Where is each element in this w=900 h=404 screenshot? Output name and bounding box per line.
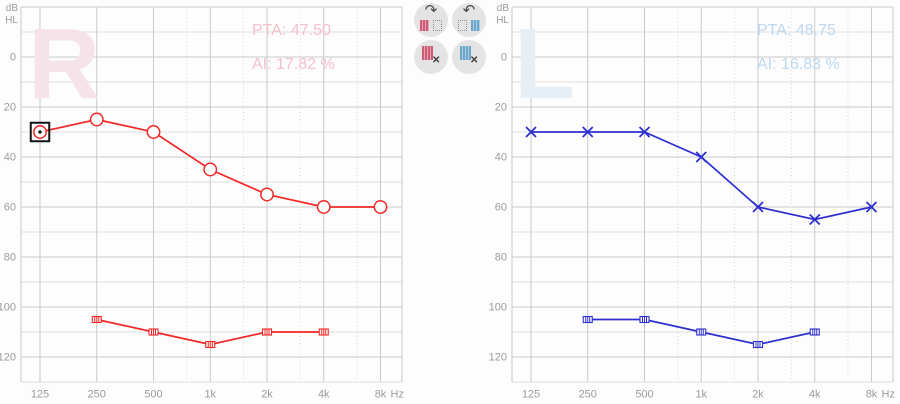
y-tick-label: 120 (489, 352, 507, 364)
data-point-1k-ucl-left[interactable] (696, 328, 707, 336)
x-tick-label: 500 (144, 389, 162, 401)
y-tick-label: 40 (4, 152, 16, 164)
data-point-2k-ucl-left[interactable] (752, 340, 764, 349)
delete-x-icon: ✕ (470, 55, 479, 66)
data-point-4k-ucl-right[interactable] (318, 328, 329, 336)
x-tick-label: 2k (752, 389, 764, 401)
y-tick-label: 20 (495, 102, 507, 114)
y-tick-label: 60 (4, 202, 16, 214)
data-point-500-air-conduction-right[interactable] (146, 125, 161, 139)
data-point-1k-air-conduction-left[interactable] (695, 151, 707, 163)
data-point-500-ucl-left[interactable] (639, 315, 650, 324)
series-ucl-right (91, 315, 329, 349)
grid: 125 250 500 1k 2k 4k 8k Hz 0 20 40 60 80 100 120 (489, 6, 895, 401)
data-point-4k-ucl-left[interactable] (809, 328, 820, 336)
target-ear-outline-icon (433, 20, 442, 31)
x-tick-label: 500 (635, 389, 653, 401)
left-ear-square-icon (471, 20, 480, 31)
series-ucl-left (582, 315, 820, 349)
left-ear-square-icon (460, 46, 471, 60)
x-tick-label: 8k (375, 389, 387, 401)
right-ear-square-icon (422, 46, 433, 60)
y-tick-label: 60 (495, 202, 507, 214)
data-point-250-air-conduction-left[interactable] (582, 126, 594, 138)
data-point-250-ucl-left[interactable] (582, 315, 593, 324)
y-tick-label: 80 (495, 252, 507, 264)
data-point-8k-air-conduction-right[interactable] (373, 200, 388, 214)
x-tick-label: 250 (579, 389, 597, 401)
data-point-2k-ucl-right[interactable] (261, 328, 273, 336)
data-point-250-ucl-right[interactable] (91, 315, 102, 324)
x-tick-label: 4k (318, 389, 330, 401)
x-tick-label: 1k (695, 389, 707, 401)
data-point-4k-air-conduction-left[interactable] (809, 213, 821, 226)
data-point-2k-air-conduction-left[interactable] (752, 201, 764, 213)
data-point-8k-air-conduction-left[interactable] (865, 201, 878, 213)
series-air-conduction-left (525, 126, 878, 226)
y-tick-label: 0 (501, 52, 507, 64)
x-axis-unit: Hz (391, 389, 404, 401)
curved-arrow-left-icon: ↶ (462, 2, 476, 19)
selected-point-cursor[interactable] (29, 121, 51, 143)
x-tick-label: 125 (31, 389, 49, 401)
left-ear-chart[interactable]: 125 250 500 1k 2k 4k 8k Hz 0 20 40 60 80 100 120 (489, 6, 895, 401)
grid: 125 250 500 1k 2k 4k 8k Hz 0 20 40 60 80 100 120 (0, 6, 404, 401)
clear-right-curve-button[interactable]: ✕ (414, 40, 448, 74)
x-tick-label: 125 (522, 389, 540, 401)
x-tick-label: 2k (261, 389, 273, 401)
target-ear-outline-icon (458, 20, 467, 31)
y-tick-label: 0 (10, 52, 16, 64)
data-point-125-air-conduction-left[interactable] (525, 126, 537, 138)
y-tick-label: 40 (495, 152, 507, 164)
data-point-250-air-conduction-right[interactable] (89, 112, 104, 127)
data-point-500-air-conduction-left[interactable] (638, 126, 651, 138)
x-tick-label: 250 (88, 389, 106, 401)
x-tick-label: 1k (204, 389, 216, 401)
y-tick-label: 120 (0, 352, 16, 364)
y-tick-label: 100 (489, 302, 507, 314)
right-ear-chart[interactable]: 125 250 500 1k 2k 4k 8k Hz 0 20 40 60 80 100 120 (0, 6, 404, 401)
delete-x-icon: ✕ (432, 55, 441, 66)
data-point-1k-air-conduction-right[interactable] (203, 162, 218, 177)
data-point-2k-air-conduction-right[interactable] (260, 187, 274, 202)
data-point-4k-air-conduction-right[interactable] (316, 200, 331, 214)
x-tick-label: 4k (809, 389, 821, 401)
copy-left-to-right-button[interactable]: ↶ (452, 2, 486, 37)
y-tick-label: 20 (4, 102, 16, 114)
clear-left-curve-button[interactable]: ✕ (452, 40, 486, 74)
series-air-conduction-right (29, 112, 388, 214)
copy-right-to-left-button[interactable]: ↷ (414, 2, 448, 37)
curved-arrow-right-icon: ↷ (424, 2, 438, 19)
x-axis-unit: Hz (882, 389, 895, 401)
data-point-500-ucl-right[interactable] (148, 328, 159, 336)
y-tick-label: 100 (0, 302, 16, 314)
data-point-1k-ucl-right[interactable] (205, 340, 216, 349)
x-tick-label: 8k (866, 389, 878, 401)
right-ear-square-icon (420, 20, 429, 31)
y-tick-label: 80 (4, 252, 16, 264)
